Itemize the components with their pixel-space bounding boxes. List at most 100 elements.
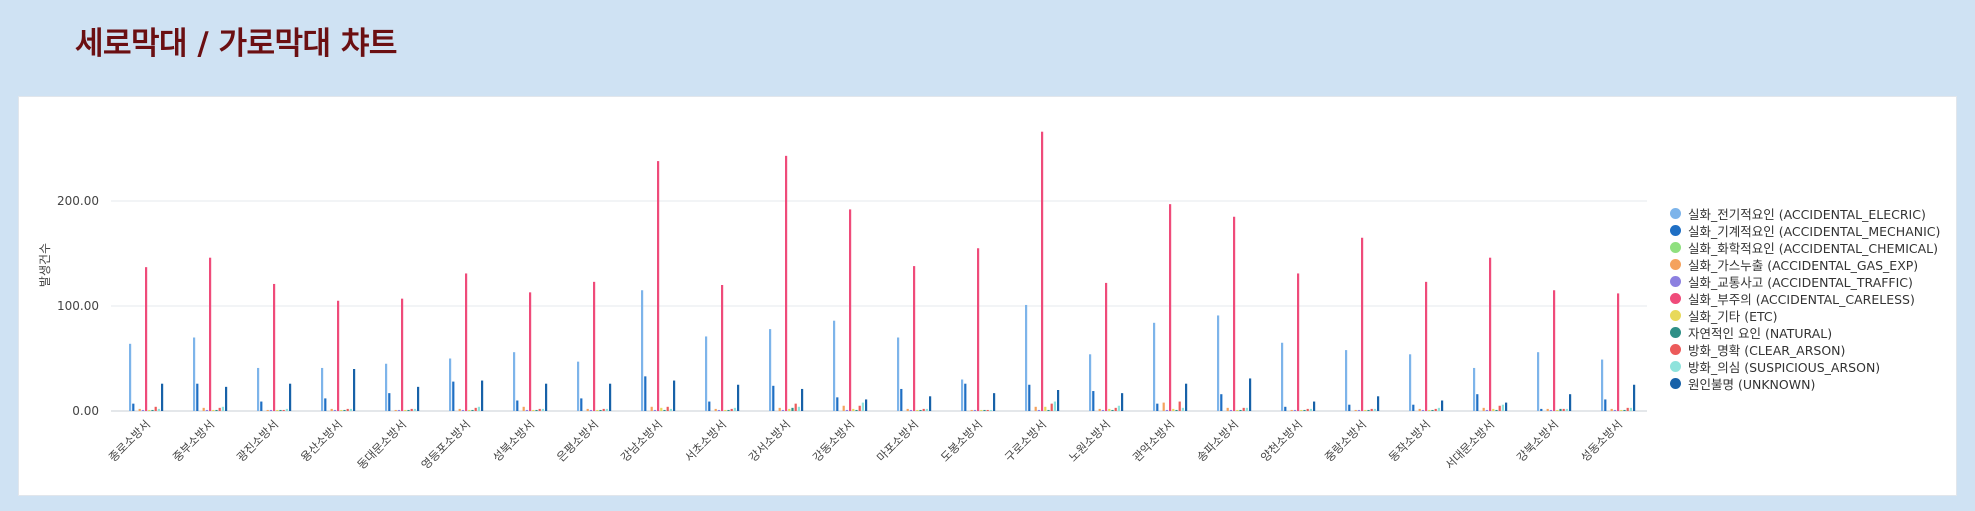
bar[interactable]	[141, 409, 144, 411]
bar[interactable]	[349, 408, 352, 411]
bar[interactable]	[577, 361, 580, 411]
bar[interactable]	[897, 337, 900, 412]
bar[interactable]	[858, 405, 861, 411]
bar[interactable]	[721, 285, 724, 411]
bar[interactable]	[1108, 408, 1111, 411]
bar[interactable]	[1428, 409, 1431, 411]
legend-item[interactable]: 실화_화학적요인 (ACCIDENTAL_CHEMICAL)	[1670, 239, 1940, 256]
bar[interactable]	[266, 409, 269, 411]
legend-item[interactable]: 원인불명 (UNKNOWN)	[1670, 375, 1940, 392]
bar[interactable]	[602, 408, 605, 411]
bar[interactable]	[593, 281, 596, 411]
bar[interactable]	[541, 408, 544, 411]
bar[interactable]	[1053, 401, 1056, 411]
bar[interactable]	[343, 409, 346, 411]
bar[interactable]	[1217, 315, 1220, 411]
bar[interactable]	[737, 384, 740, 411]
bar[interactable]	[730, 408, 733, 411]
bar[interactable]	[717, 409, 720, 411]
bar[interactable]	[1623, 409, 1626, 411]
bar[interactable]	[516, 400, 519, 412]
bar[interactable]	[1476, 394, 1479, 411]
bar[interactable]	[580, 398, 583, 411]
bar[interactable]	[1546, 408, 1549, 411]
bar[interactable]	[986, 409, 989, 411]
bar[interactable]	[1613, 409, 1616, 411]
bar[interactable]	[1290, 409, 1293, 411]
bar[interactable]	[1293, 409, 1296, 411]
bar[interactable]	[1303, 409, 1306, 411]
bar[interactable]	[397, 409, 400, 411]
bar[interactable]	[1114, 407, 1117, 411]
legend-item[interactable]: 방화_의심 (SUSPICIOUS_ARSON)	[1670, 358, 1940, 375]
bar[interactable]	[845, 409, 848, 411]
bar[interactable]	[1373, 408, 1376, 411]
legend-item[interactable]: 방화_명확 (CLEAR_ARSON)	[1670, 341, 1940, 358]
bar[interactable]	[461, 409, 464, 411]
bar[interactable]	[1226, 407, 1229, 411]
bar[interactable]	[1172, 408, 1175, 411]
bar[interactable]	[321, 367, 324, 411]
bar[interactable]	[1098, 408, 1101, 411]
bar[interactable]	[1239, 409, 1242, 411]
bar[interactable]	[282, 409, 285, 411]
bar[interactable]	[545, 383, 548, 411]
bar[interactable]	[733, 407, 736, 411]
bar[interactable]	[289, 383, 292, 411]
bar[interactable]	[599, 409, 602, 411]
bar[interactable]	[1165, 409, 1168, 411]
bar[interactable]	[1050, 403, 1053, 411]
bar[interactable]	[257, 367, 260, 411]
legend-item[interactable]: 실화_기계적요인 (ACCIDENTAL_MECHANIC)	[1670, 222, 1940, 239]
bar[interactable]	[410, 408, 413, 411]
bar[interactable]	[833, 320, 836, 411]
bar[interactable]	[989, 409, 992, 411]
bar[interactable]	[1101, 409, 1104, 411]
bar[interactable]	[1489, 257, 1492, 411]
bar[interactable]	[865, 399, 868, 411]
bar[interactable]	[212, 409, 215, 411]
bar[interactable]	[1249, 378, 1252, 411]
bar[interactable]	[788, 408, 791, 411]
bar[interactable]	[650, 406, 653, 411]
bar[interactable]	[205, 409, 208, 411]
bar[interactable]	[157, 408, 160, 411]
bar[interactable]	[148, 409, 151, 411]
bar[interactable]	[836, 397, 839, 411]
bar[interactable]	[1409, 354, 1412, 411]
bar[interactable]	[1556, 409, 1559, 411]
bar[interactable]	[333, 409, 336, 411]
bar[interactable]	[660, 407, 663, 411]
bar[interactable]	[781, 409, 784, 411]
bar[interactable]	[413, 408, 416, 411]
bar[interactable]	[1044, 406, 1047, 411]
bar[interactable]	[1169, 204, 1172, 411]
bar[interactable]	[276, 409, 279, 411]
bar[interactable]	[855, 409, 858, 411]
bar[interactable]	[922, 408, 925, 411]
bar[interactable]	[842, 405, 845, 411]
bar[interactable]	[1485, 409, 1488, 411]
bar[interactable]	[596, 409, 599, 411]
bar[interactable]	[193, 337, 196, 412]
bar[interactable]	[273, 283, 276, 411]
bar[interactable]	[1175, 409, 1178, 411]
bar[interactable]	[1220, 394, 1223, 411]
bar[interactable]	[1229, 409, 1232, 411]
bar[interactable]	[1549, 409, 1552, 411]
legend-item[interactable]: 자연적인 요인 (NATURAL)	[1670, 324, 1940, 341]
bar[interactable]	[1178, 401, 1181, 411]
bar[interactable]	[401, 298, 404, 411]
bar[interactable]	[1633, 384, 1636, 411]
bar[interactable]	[279, 409, 282, 411]
bar[interactable]	[801, 388, 804, 411]
bar[interactable]	[215, 409, 218, 411]
bar[interactable]	[673, 380, 676, 411]
bar[interactable]	[861, 402, 864, 411]
bar[interactable]	[529, 292, 532, 411]
bar[interactable]	[1495, 409, 1498, 411]
bar[interactable]	[1233, 216, 1236, 411]
bar[interactable]	[1313, 401, 1316, 411]
bar[interactable]	[1047, 409, 1050, 411]
bar[interactable]	[1156, 403, 1159, 411]
